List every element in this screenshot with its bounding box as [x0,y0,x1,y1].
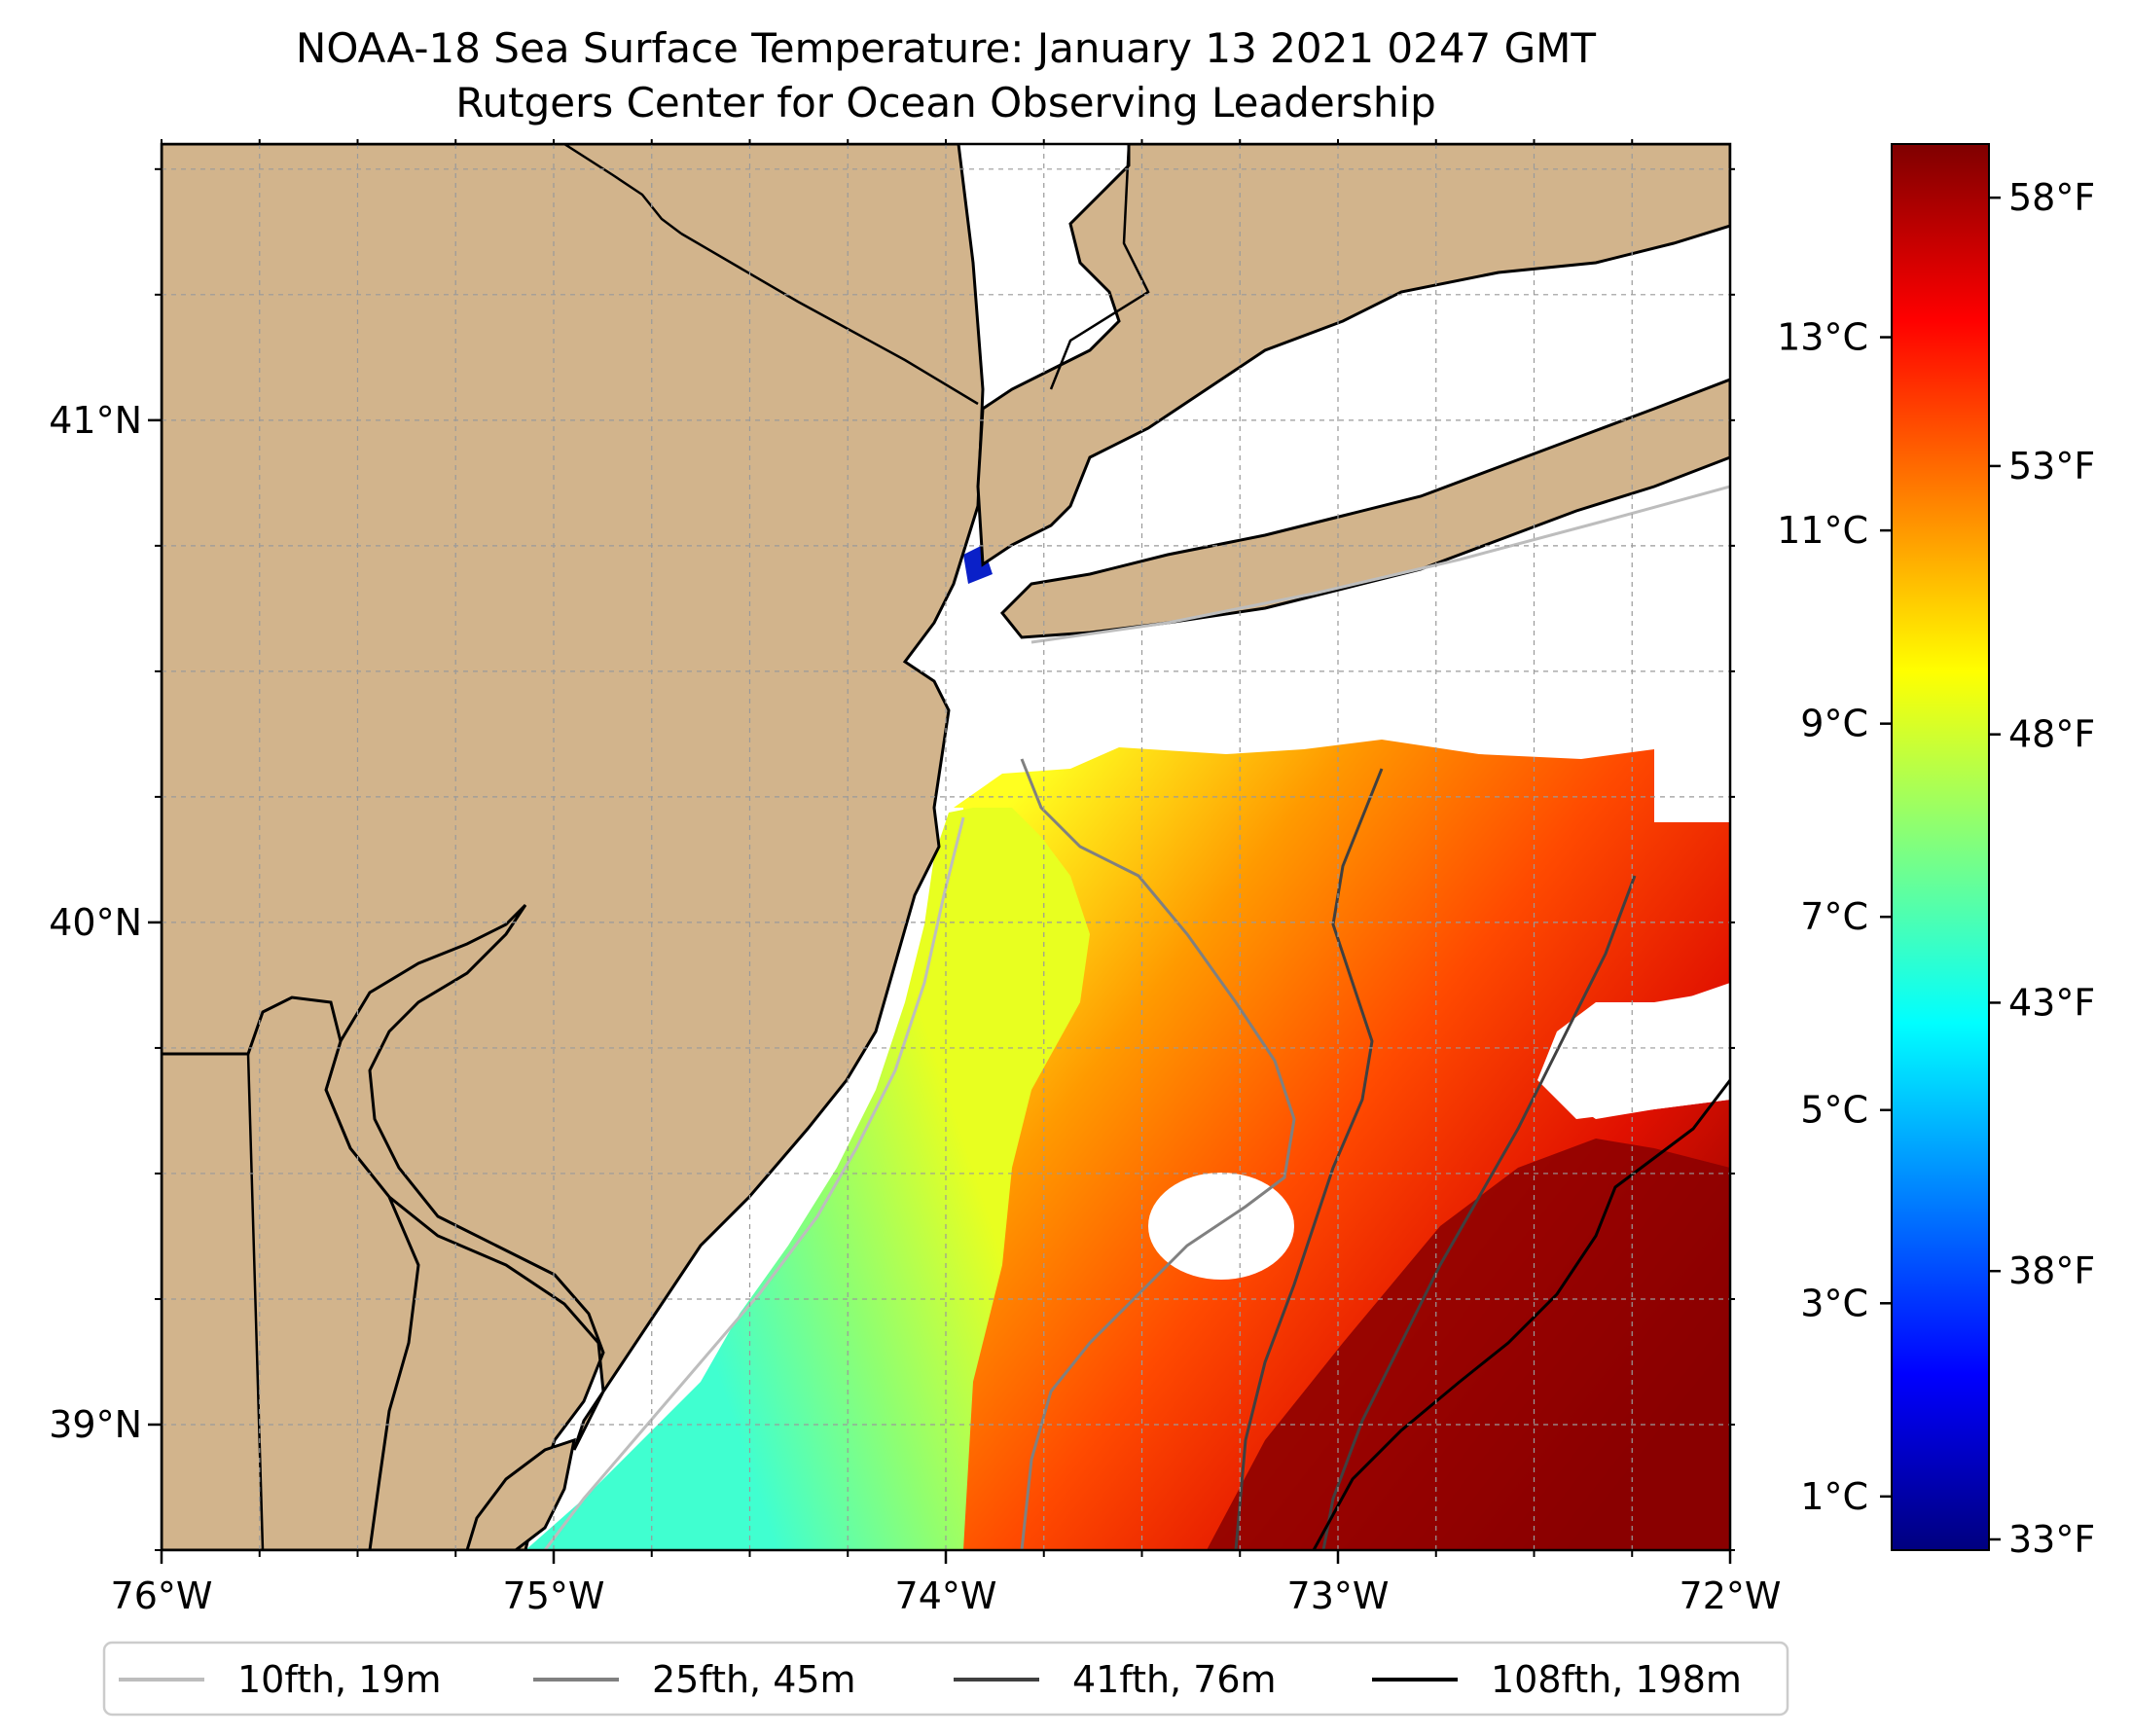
contour-198m [1312,1079,1730,1550]
legend: 10fth, 19m 25fth, 45m 41fth, 76m 108fth, 19… [102,1641,1789,1717]
colorbar-c-label: 3°C [1800,1282,1868,1324]
colorbar-c-label: 11°C [1777,509,1868,552]
colorbar-f-label: 38°F [2008,1249,2095,1292]
state-boundaries [162,144,1150,1550]
title-line-1: NOAA-18 Sea Surface Temperature: January… [296,24,1597,72]
lat-tick-label: 39°N [49,1403,142,1446]
sst-nearshore-field [525,808,1090,1550]
lon-tick-label: 74°W [895,1574,997,1617]
map-gridlines [162,144,1730,1550]
map-area [162,144,1730,1550]
colorbar-c-label: 5°C [1800,1089,1868,1132]
legend-label: 10fth, 19m [237,1658,442,1701]
colorbar-f-label: 33°F [2008,1518,2095,1561]
title-line-2: Rutgers Center for Ocean Observing Leade… [455,79,1436,127]
colorbar-c-label: 9°C [1800,703,1868,745]
lon-tick-label: 75°W [503,1574,605,1617]
contour-19m [543,485,1730,1550]
contour-76m [1234,768,1637,1550]
legend-label: 108fth, 198m [1491,1658,1742,1701]
longitude-axis: 76°W 75°W 74°W 73°W 72°W [111,139,1782,1617]
land-delmarva [162,995,420,1550]
land [162,144,1730,1550]
cloud-gap-3 [1654,759,1730,822]
colorbar-c-label: 13°C [1777,316,1868,359]
colorbar: 33°F 38°F 43°F 48°F 53°F 58°F 1°C 3°C 5°C 7°C 9°C… [1777,143,2095,1561]
lon-tick-label: 73°W [1287,1574,1390,1617]
contour-45m [1020,758,1296,1550]
colorbar-f-label: 48°F [2008,713,2095,756]
legend-box [102,1641,1789,1717]
land-new-york-connecticut [976,144,1730,567]
colorbar-bar [1891,143,1990,1551]
colorbar-c-label: 1°C [1800,1475,1868,1518]
bathymetry-contours [543,485,1730,1550]
colorbar-f-label: 43°F [2008,981,2095,1024]
legend-label: 41fth, 76m [1072,1658,1277,1701]
colorbar-fahrenheit-ticks: 33°F 38°F 43°F 48°F 53°F 58°F [1989,176,2095,1561]
legend-label: 25fth, 45m [652,1658,856,1701]
colorbar-celsius-ticks: 1°C 3°C 5°C 7°C 9°C 11°C 13°C [1777,316,1892,1518]
cloud-gap-2 [1537,993,1730,1119]
lon-tick-label: 76°W [111,1574,213,1617]
cloud-gap-1 [1148,1173,1294,1280]
colorbar-c-label: 7°C [1800,895,1868,938]
latitude-axis: 39°N 40°N 41°N [49,167,1735,1551]
lon-tick-label: 72°W [1680,1574,1782,1617]
lat-tick-label: 40°N [49,901,142,944]
sst-warm-core [1207,1139,1730,1550]
land-cape-may [465,1437,576,1550]
colorbar-f-label: 53°F [2008,445,2095,488]
colorbar-f-label: 58°F [2008,176,2095,219]
lat-tick-label: 41°N [49,399,142,442]
